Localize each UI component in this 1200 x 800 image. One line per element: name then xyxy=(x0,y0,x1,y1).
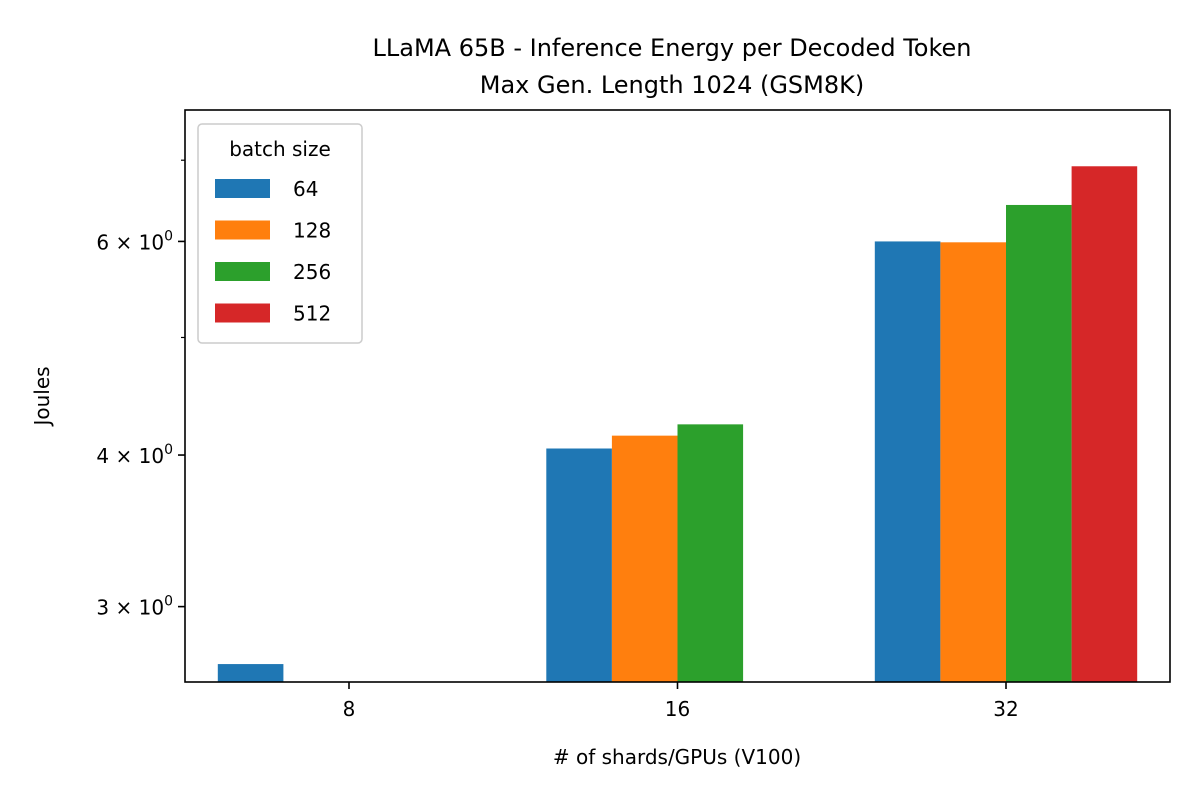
legend: batch size 64 128 256 512 xyxy=(197,123,363,344)
legend-swatch-512 xyxy=(215,303,270,323)
y-tick-label: 6 × 100 xyxy=(96,228,173,254)
x-tick-label: 16 xyxy=(665,697,690,721)
x-axis: 8 16 32 xyxy=(343,682,1019,721)
legend-title: batch size xyxy=(229,137,331,161)
legend-label-256: 256 xyxy=(293,260,331,284)
y-axis: 3 × 100 4 × 100 6 × 100 xyxy=(96,159,185,620)
bar-series-128-32 xyxy=(940,242,1006,682)
plot-frame xyxy=(184,109,1171,683)
legend-swatch-128 xyxy=(215,220,270,240)
bar-series-128-16 xyxy=(611,435,678,682)
chart-title-line2: Max Gen. Length 1024 (GSM8K) xyxy=(480,71,864,99)
legend-box xyxy=(197,123,363,344)
y-tick-label: 4 × 100 xyxy=(96,442,173,468)
bar-series-256-32 xyxy=(1006,204,1072,682)
x-tick-label: 8 xyxy=(343,697,356,721)
legend-swatch-256 xyxy=(215,262,270,281)
legend-label-64: 64 xyxy=(293,177,318,201)
y-tick-label: 3 × 100 xyxy=(96,594,173,620)
legend-label-512: 512 xyxy=(293,302,331,326)
x-axis-label: # of shards/GPUs (V100) xyxy=(553,745,801,769)
legend-swatch-64 xyxy=(215,179,270,198)
bar-series-256-16 xyxy=(677,424,744,682)
x-tick-label: 32 xyxy=(993,697,1018,721)
bar-series-64-8 xyxy=(217,664,284,682)
bar-series-64-16 xyxy=(546,448,612,682)
y-axis-label: Joules xyxy=(30,366,54,427)
bar-series-512-32 xyxy=(1071,166,1138,682)
bar-series-64-32 xyxy=(874,241,941,682)
legend-label-128: 128 xyxy=(293,219,331,243)
chart-title-line1: LLaMA 65B - Inference Energy per Decoded… xyxy=(373,34,972,62)
bars-group xyxy=(217,166,1138,682)
